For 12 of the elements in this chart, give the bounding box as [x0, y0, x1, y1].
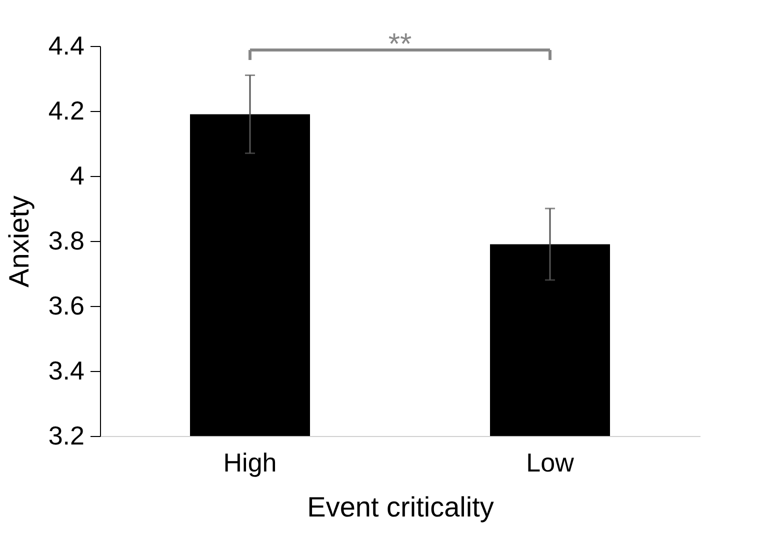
y-tick-label: 3.8	[48, 226, 84, 256]
y-tick-label: 3.2	[48, 420, 84, 450]
y-tick-label: 3.6	[48, 290, 84, 320]
annotation: **	[388, 28, 412, 61]
y-tick-label: 4.4	[48, 30, 84, 60]
x-tick-label: High	[223, 448, 277, 478]
y-axis-title: Anxiety	[3, 196, 34, 288]
y-tick-label: 3.4	[48, 356, 84, 386]
x-tick-label: Low	[526, 448, 574, 478]
y-tick-label: 4.2	[48, 96, 84, 126]
x-axis-title: Event criticality	[307, 492, 494, 522]
y-tick-label: 4	[70, 160, 84, 190]
